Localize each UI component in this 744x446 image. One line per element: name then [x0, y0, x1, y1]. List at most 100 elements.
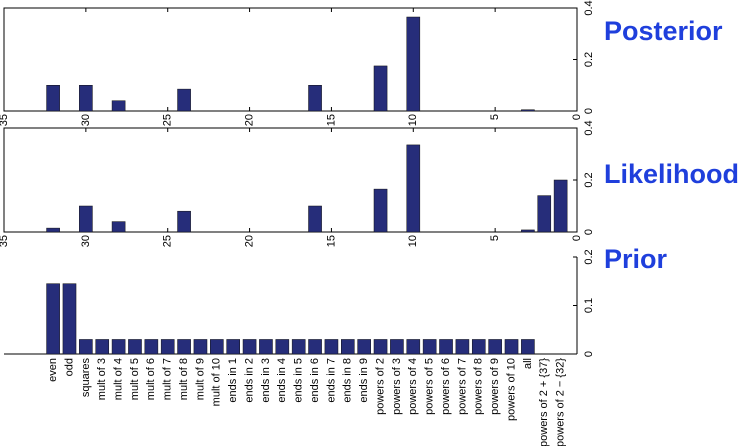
bar: [242, 339, 257, 355]
x-tick-label: mult of 10: [211, 358, 223, 406]
bar: [308, 205, 322, 233]
y-tick-label: 0.2: [583, 172, 595, 187]
x-tick-label: ends in 8: [342, 358, 354, 403]
bar: [406, 339, 421, 355]
y-tick-label: 0.2: [583, 52, 595, 67]
x-tick-label: mult of 3: [96, 358, 108, 400]
x-tick-label: 35: [0, 235, 10, 247]
bar: [291, 339, 306, 355]
bar: [373, 65, 388, 112]
x-tick-label: ends in 3: [260, 358, 272, 403]
x-tick-label: ends in 7: [325, 358, 337, 403]
x-tick-label: 15: [325, 114, 337, 126]
x-tick-label: 25: [162, 235, 174, 247]
x-tick-label: ends in 6: [309, 358, 321, 403]
bar: [193, 339, 208, 355]
bar: [471, 339, 486, 355]
bar: [95, 339, 110, 355]
y-tick-label: 0.2: [583, 249, 595, 264]
bar: [308, 339, 322, 355]
y-tick-label: 0.4: [583, 0, 595, 15]
x-tick-label: squares: [80, 358, 92, 398]
bar: [46, 85, 60, 112]
bar: [373, 339, 388, 355]
bar: [488, 339, 502, 355]
bar: [79, 339, 93, 355]
bar: [160, 339, 175, 355]
x-tick-label: ends in 9: [358, 358, 370, 403]
bar: [177, 88, 191, 112]
bar: [341, 339, 355, 355]
bar: [553, 179, 568, 233]
bar: [210, 339, 224, 355]
bar: [390, 339, 404, 355]
bar: [422, 339, 437, 355]
bar: [79, 85, 93, 112]
bar: [521, 339, 535, 355]
x-tick-label: 15: [325, 235, 337, 247]
bar: [308, 85, 322, 112]
x-tick-label: powers of 9: [489, 358, 501, 415]
bar: [46, 283, 60, 355]
bar: [177, 339, 191, 355]
bar: [46, 227, 60, 233]
bar: [177, 210, 191, 233]
x-tick-label: 10: [407, 114, 419, 126]
x-tick-label: all: [522, 358, 534, 369]
bar: [406, 16, 421, 112]
x-tick-label: even: [47, 358, 59, 382]
bar: [111, 339, 126, 355]
bar: [275, 339, 290, 355]
x-tick-label: 20: [243, 114, 255, 126]
x-tick-label: 5: [489, 114, 501, 120]
x-tick-label: powers of 2 − {32}: [555, 358, 567, 446]
x-tick-label: 30: [80, 235, 92, 247]
x-tick-label: ends in 5: [293, 358, 305, 403]
x-tick-label: 10: [407, 235, 419, 247]
bar: [373, 188, 388, 233]
bar: [406, 144, 421, 233]
bar: [521, 109, 535, 112]
x-tick-label: 0: [571, 114, 583, 120]
bar: [537, 195, 552, 233]
bar: [324, 339, 339, 355]
x-tick-label: 30: [80, 114, 92, 126]
bar: [439, 339, 453, 355]
x-tick-label: powers of 4: [407, 358, 419, 415]
x-tick-label: mult of 7: [162, 358, 174, 400]
bar: [79, 205, 93, 233]
bar: [128, 339, 142, 355]
bar: [111, 221, 126, 233]
bar: [504, 339, 519, 355]
bar: [357, 339, 371, 355]
x-tick-label: ends in 1: [227, 358, 239, 403]
y-tick-label: 0: [583, 108, 595, 114]
x-tick-label: mult of 9: [194, 358, 206, 400]
panel-title: Likelihood: [604, 159, 739, 189]
x-tick-label: 0: [571, 235, 583, 241]
x-tick-label: mult of 6: [145, 358, 157, 400]
panel-title: Prior: [604, 244, 668, 274]
x-tick-label: mult of 5: [129, 358, 141, 400]
x-tick-label: powers of 2: [374, 358, 386, 415]
x-tick-label: powers of 2 + {37}: [538, 358, 550, 446]
bar: [455, 339, 470, 355]
y-tick-label: 0.4: [583, 120, 595, 135]
x-tick-label: mult of 4: [113, 358, 125, 400]
x-tick-label: ends in 4: [276, 358, 288, 403]
y-tick-label: 0.1: [583, 298, 595, 313]
x-tick-label: 35: [0, 114, 10, 126]
bar: [521, 229, 535, 233]
bar: [62, 283, 77, 355]
x-tick-label: 5: [489, 235, 501, 241]
bar: [226, 339, 240, 355]
x-tick-label: ends in 2: [243, 358, 255, 403]
x-tick-label: 25: [162, 114, 174, 126]
x-tick-label: mult of 8: [178, 358, 190, 400]
x-tick-label: powers of 3: [391, 358, 403, 415]
bar: [111, 100, 126, 112]
panel-title: Posterior: [604, 16, 723, 46]
bar: [144, 339, 159, 355]
x-tick-label: powers of 6: [440, 358, 452, 415]
